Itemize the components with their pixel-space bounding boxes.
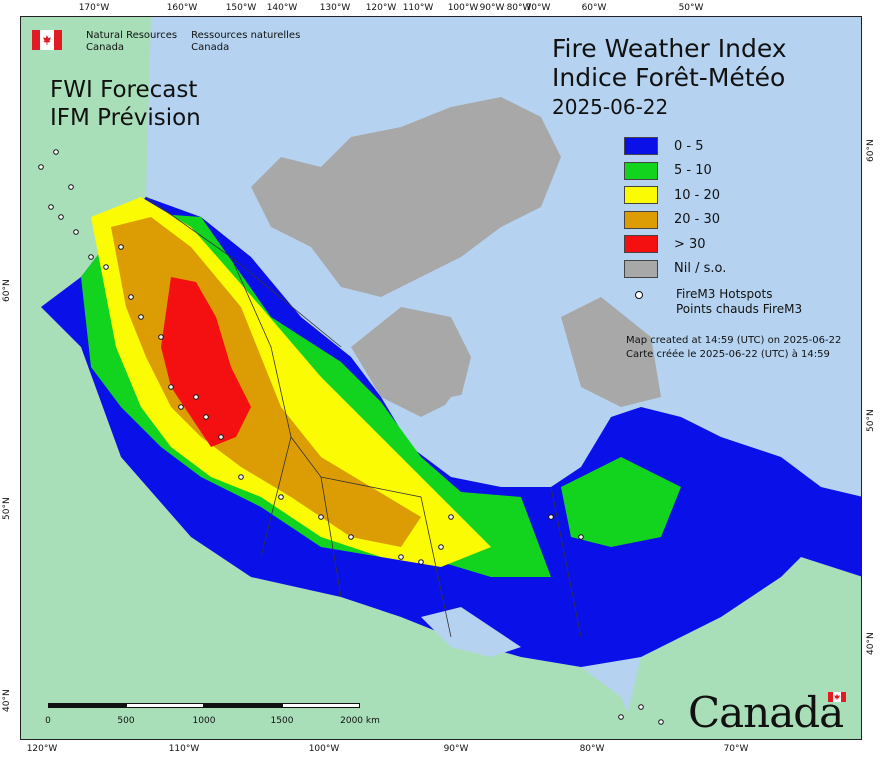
graticule-label: 90°W (479, 3, 505, 13)
graticule-label: 170°W (78, 3, 110, 13)
title-date: 2025-06-22 (552, 95, 669, 119)
scale-segment (48, 703, 126, 708)
map-title: Fire Weather Index Indice Forêt-Météo 20… (552, 34, 787, 122)
usa-land (21, 307, 641, 739)
hotspot-marker-icon (635, 291, 643, 299)
hudson-bay (421, 387, 551, 482)
legend-label: 5 - 10 (674, 163, 712, 178)
wordmark-flag-icon (828, 692, 846, 702)
hotspot-legend: FireM3 Hotspots Points chauds FireM3 (635, 287, 803, 317)
legend-item: > 30 (624, 232, 726, 256)
graticule-label: 40°N (866, 632, 876, 655)
fwi-green-east (561, 457, 681, 547)
legend-label: 20 - 30 (674, 212, 721, 227)
legend-item: 10 - 20 (624, 183, 726, 207)
fwi-red-zone (161, 277, 251, 447)
graticule-label: 130°W (319, 3, 351, 13)
graticule-label: 50°N (2, 497, 12, 520)
graticule-label: 80°W (506, 3, 532, 13)
legend-item: 0 - 5 (624, 134, 726, 158)
legend-item: 20 - 30 (624, 208, 726, 232)
map-canvas (21, 17, 861, 739)
legend-label: Nil / s.o. (674, 261, 727, 276)
graticule-label: 60°N (2, 279, 12, 302)
legend: 0 - 5 5 - 10 10 - 20 20 - 30 > 30 Nil / s.o. (624, 134, 726, 281)
legend-label: > 30 (674, 236, 706, 252)
alaska-land (21, 17, 151, 317)
legend-label: 0 - 5 (674, 138, 704, 154)
scale-label: 0 (45, 716, 51, 726)
hotspot-label-fr: Points chauds FireM3 (676, 302, 803, 316)
scale-label: 2000 km (340, 716, 380, 726)
graticule-label: 110°W (168, 744, 200, 754)
graticule-label: 150°W (225, 3, 257, 13)
forecast-label: FWI Forecast IFM Prévision (50, 76, 201, 132)
scale-segment (282, 703, 360, 708)
graticule-label: 60°N (866, 139, 876, 162)
graticule-label: 110°W (402, 3, 434, 13)
graticule-label: 70°W (525, 3, 551, 13)
hotspot-label-en: FireM3 Hotspots (676, 287, 773, 301)
forecast-label-fr: IFM Prévision (50, 105, 201, 131)
northern-mainland-nil (351, 307, 471, 417)
graticule-label: 50°W (678, 3, 704, 13)
legend-item: Nil / s.o. (624, 257, 726, 281)
graticule-label: 100°W (447, 3, 479, 13)
scale-segment (204, 703, 282, 708)
agency-fr-line1: Ressources naturelles (191, 30, 301, 41)
graticule-label: 50°N (866, 409, 876, 432)
graticule-label: 140°W (266, 3, 298, 13)
graticule-label: 40°N (2, 689, 12, 712)
map-credit: Map created at 14:59 (UTC) on 2025-06-22… (626, 334, 841, 362)
agency-fr-line2: Canada (191, 42, 230, 53)
legend-swatch (624, 235, 658, 253)
canada-wordmark: Canada (688, 688, 844, 737)
legend-swatch (624, 210, 658, 229)
legend-swatch (624, 186, 658, 204)
title-en: Fire Weather Index (552, 34, 787, 63)
agency-en-line2: Canada (86, 42, 125, 53)
graticule-label: 120°W (26, 744, 58, 754)
legend-swatch (624, 259, 658, 278)
map-frame (20, 16, 862, 740)
labrador-nil (561, 297, 661, 407)
canada-flag-icon (32, 30, 62, 50)
agency-en-line1: Natural Resources (86, 30, 178, 41)
forecast-label-en: FWI Forecast (50, 77, 198, 103)
agency-name-en: Natural Resources Canada (86, 30, 177, 54)
title-fr: Indice Forêt-Météo (552, 63, 786, 92)
great-lakes (421, 607, 521, 657)
agency-name-fr: Ressources naturelles Canada (191, 30, 300, 54)
graticule-label: 60°W (581, 3, 607, 13)
legend-swatch (624, 137, 658, 155)
scale-segment (126, 703, 204, 708)
hotspots-layer (38, 149, 664, 725)
provincial-boundaries (145, 196, 582, 638)
arctic-islands-nil (251, 97, 561, 297)
graticule-label: 70°W (723, 744, 749, 754)
graticule-label: 80°W (579, 744, 605, 754)
agency-signature: Natural Resources Canada Ressources natu… (32, 30, 300, 54)
credit-fr: Carte créée le 2025-06-22 (UTC) à 14:59 (626, 349, 830, 360)
graticule-label: 100°W (308, 744, 340, 754)
scale-label: 1500 (270, 716, 294, 726)
scale-label: 1000 (192, 716, 216, 726)
graticule-label: 120°W (365, 3, 397, 13)
scale-label: 500 (117, 716, 135, 726)
legend-swatch (624, 161, 658, 180)
usa-east-land (621, 557, 861, 739)
credit-en: Map created at 14:59 (UTC) on 2025-06-22 (626, 335, 842, 346)
graticule-label: 160°W (166, 3, 198, 13)
legend-item: 5 - 10 (624, 159, 726, 183)
graticule-label: 90°W (443, 744, 469, 754)
legend-label: 10 - 20 (674, 187, 721, 203)
